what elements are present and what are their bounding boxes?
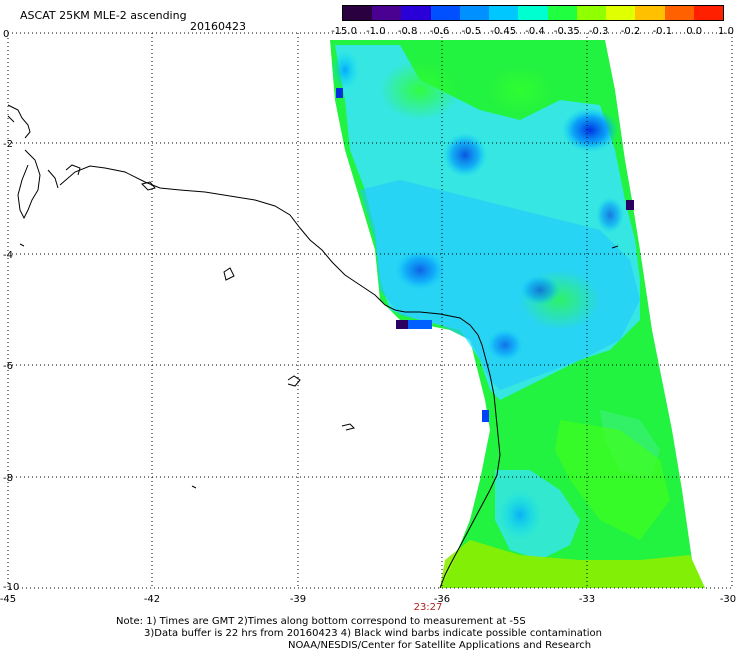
colorbar-label: -0.3 bbox=[588, 26, 609, 37]
colorbar-label: -1.0 bbox=[366, 26, 386, 37]
colorbar-label: -0.6 bbox=[429, 26, 450, 37]
colorbar-segment bbox=[401, 6, 431, 20]
colorbar-segment bbox=[518, 6, 548, 20]
colorbar-label: -0.45 bbox=[490, 26, 517, 37]
colorbar-segment bbox=[576, 6, 607, 20]
x-tick-4: -33 bbox=[579, 594, 595, 605]
y-tick-5: -10 bbox=[3, 582, 19, 593]
y-tick-1: -2 bbox=[3, 139, 13, 150]
x-tick-2: -39 bbox=[290, 594, 306, 605]
colorbar-label: -0.2 bbox=[620, 26, 641, 37]
map-grid bbox=[8, 33, 732, 588]
y-tick-2: -4 bbox=[3, 250, 13, 261]
coastline bbox=[7, 104, 619, 589]
colorbar-segment bbox=[693, 6, 724, 20]
note-line-2: 3)Data buffer is 22 hrs from 20160423 4)… bbox=[144, 628, 602, 639]
y-tick-0: 0 bbox=[3, 29, 9, 40]
x-tick-0: -45 bbox=[0, 594, 16, 605]
wind-swath bbox=[330, 40, 705, 588]
y-tick-3: -6 bbox=[3, 361, 13, 372]
colorbar-segment bbox=[547, 6, 577, 20]
colorbar bbox=[342, 5, 724, 21]
map-title: ASCAT 25KM MLE-2 ascending bbox=[20, 9, 187, 22]
colorbar-segment bbox=[430, 6, 460, 20]
colorbar-segment bbox=[459, 6, 490, 20]
map-frame bbox=[7, 32, 733, 589]
colorbar-label: 1.0 bbox=[718, 26, 734, 37]
colorbar-label: 0.0 bbox=[686, 26, 703, 37]
map-date: 20160423 bbox=[190, 20, 246, 33]
colorbar-segment bbox=[606, 6, 636, 20]
x-tick-3: -36 bbox=[434, 594, 450, 605]
colorbar-segment bbox=[664, 6, 694, 20]
colorbar-label: -0.1 bbox=[652, 26, 673, 37]
time-label: 23:27 bbox=[414, 602, 443, 613]
colorbar-label: -15.0 bbox=[331, 26, 357, 37]
colorbar-label: -0.4 bbox=[525, 26, 545, 37]
colorbar-label: -0.35 bbox=[553, 26, 580, 37]
colorbar-segment bbox=[489, 6, 519, 20]
colorbar-segment bbox=[372, 6, 402, 20]
colorbar-labels: -15.0 -1.0 -0.8 -0.6 -0.5 -0.45 -0.4 -0.35 -0.3-… bbox=[330, 26, 734, 38]
colorbar-segment bbox=[635, 6, 665, 20]
colorbar-segment bbox=[343, 6, 373, 20]
y-tick-4: -8 bbox=[3, 473, 13, 484]
note-line-1: Note: 1) Times are GMT 2)Times along bot… bbox=[116, 616, 526, 627]
x-tick-1: -42 bbox=[144, 594, 160, 605]
note-line-3: NOAA/NESDIS/Center for Satellite Applica… bbox=[288, 640, 592, 651]
colorbar-label: -0.8 bbox=[397, 26, 418, 37]
x-tick-5: -30 bbox=[720, 594, 736, 605]
colorbar-label: -0.5 bbox=[461, 26, 482, 37]
